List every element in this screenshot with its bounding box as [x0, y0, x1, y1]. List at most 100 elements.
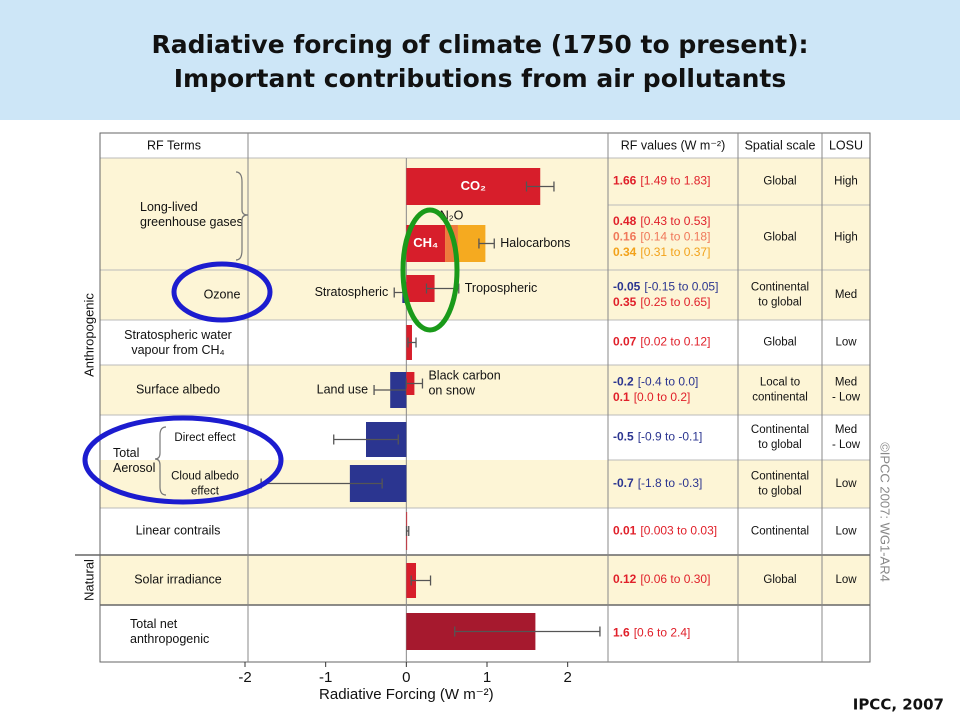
term-label: Long-lived [140, 200, 198, 214]
spatial-scale: Continental [751, 471, 809, 483]
x-tick-label: -1 [319, 669, 332, 686]
spatial-scale: to global [758, 439, 801, 451]
term-label: vapour from CH₄ [131, 343, 224, 357]
spatial-scale: Global [763, 574, 796, 586]
rf-value-range: [0.6 to 2.4] [634, 626, 691, 640]
slide-title: Radiative forcing of climate (1750 to pr… [151, 30, 808, 59]
losu: Low [835, 337, 857, 349]
losu: Low [835, 574, 857, 586]
x-tick-label: 2 [563, 669, 571, 686]
spatial-scale: to global [758, 297, 801, 309]
rf-value: 1.66 [1.49 to 1.83] [613, 174, 710, 188]
rf-value: 0.16 [0.14 to 0.18] [613, 230, 710, 244]
rf-value: -0.5 [-0.9 to -0.1] [613, 430, 702, 444]
row-background [100, 555, 870, 605]
group-label: Anthropogenic [81, 293, 96, 377]
losu: - Low [832, 392, 861, 404]
losu: Med [835, 289, 857, 301]
header-label: RF values (W m⁻²) [621, 138, 726, 152]
term-label: Total [113, 446, 139, 460]
rf-value-number: 0.01 [613, 524, 637, 538]
rf-value-number: 1.6 [613, 626, 630, 640]
rf-value: 0.07 [0.02 to 0.12] [613, 335, 710, 349]
bar [406, 225, 446, 262]
row-background [100, 365, 870, 415]
bar-label: Halocarbons [500, 236, 570, 250]
term-label: Linear contrails [136, 523, 221, 537]
rf-value-range: [-1.8 to -0.3] [638, 476, 703, 490]
term-label: anthropogenic [130, 632, 209, 646]
bar-label: Land use [317, 382, 368, 396]
term-label: effect [191, 486, 220, 498]
rf-value: 0.1 [0.0 to 0.2] [613, 390, 690, 404]
spatial-scale: Continental [751, 526, 809, 538]
table-frame [99, 132, 871, 663]
spatial-scale: continental [752, 392, 808, 404]
term-label: Surface albedo [136, 382, 220, 396]
row-background [100, 320, 870, 365]
rf-value-number: 0.48 [613, 214, 637, 228]
group-label: Natural [81, 559, 96, 601]
x-tick-label: 0 [402, 669, 410, 686]
x-tick-label: 1 [483, 669, 491, 686]
rf-value-range: [0.0 to 0.2] [634, 390, 691, 404]
header-label: LOSU [829, 138, 863, 152]
rf-value-range: [0.31 to 0.37] [640, 245, 710, 259]
term-label: Solar irradiance [134, 572, 222, 586]
row-background [100, 460, 870, 508]
row-background [100, 270, 870, 320]
header-label: Spatial scale [745, 138, 816, 152]
highlight-ellipse [82, 415, 284, 505]
rf-value-number: -0.2 [613, 374, 634, 388]
spatial-scale: to global [758, 486, 801, 498]
header-row [100, 133, 870, 158]
watermark: ©IPCC 2007: WG1-AR4 [878, 442, 893, 582]
brace [235, 171, 249, 261]
rf-value-range: [0.06 to 0.30] [640, 572, 710, 586]
spatial-scale: Global [763, 232, 796, 244]
slide-title: Important contributions from air polluta… [174, 64, 787, 93]
bar-label: Tropospheric [465, 281, 538, 295]
losu: Low [835, 478, 857, 490]
overlay [82, 171, 460, 505]
bar [406, 168, 541, 205]
row-background [100, 508, 870, 555]
losu: High [834, 176, 858, 188]
rf-value: 0.48 [0.43 to 0.53] [613, 214, 710, 228]
spatial-scale: Continental [751, 424, 809, 436]
x-tick-label: -2 [238, 669, 251, 686]
spatial-scale: Continental [751, 282, 809, 294]
spatial-scale: Global [763, 176, 796, 188]
term-label: Aerosol [113, 461, 155, 475]
losu: Med [835, 377, 857, 389]
rf-value-range: [1.49 to 1.83] [640, 174, 710, 188]
rf-value-number: 0.34 [613, 245, 637, 259]
rf-value-number: 0.16 [613, 230, 637, 244]
term-label: Direct effect [174, 432, 236, 444]
highlight-ellipse [171, 261, 273, 323]
rf-value: 0.35 [0.25 to 0.65] [613, 295, 710, 309]
bar-label: CO₂ [461, 178, 487, 193]
rf-value-number: -0.05 [613, 279, 641, 293]
losu: - Low [832, 439, 861, 451]
term-label: Ozone [204, 287, 241, 301]
rf-value-range: [0.14 to 0.18] [640, 230, 710, 244]
rf-value: 0.01 [0.003 to 0.03] [613, 524, 717, 538]
rf-value: 0.34 [0.31 to 0.37] [613, 245, 710, 259]
bar-label: CH₄ [413, 235, 438, 250]
rf-value-number: -0.5 [613, 430, 634, 444]
rf-value-number: 0.12 [613, 572, 637, 586]
rf-value: 0.12 [0.06 to 0.30] [613, 572, 710, 586]
rf-value-range: [-0.4 to 0.0] [638, 374, 699, 388]
header-label: RF Terms [147, 138, 201, 152]
rf-value: -0.2 [-0.4 to 0.0] [613, 374, 698, 388]
term-label: Stratospheric water [124, 328, 232, 342]
rf-value-number: 0.07 [613, 335, 637, 349]
bar-label: Stratospheric [315, 285, 389, 299]
rf-value: 1.6 [0.6 to 2.4] [613, 626, 690, 640]
bar-label: on snow [428, 383, 476, 397]
rf-value-range: [0.003 to 0.03] [640, 524, 717, 538]
chart-table: RF Terms RF values (W m⁻²) Spatial scale LO… [75, 132, 871, 703]
